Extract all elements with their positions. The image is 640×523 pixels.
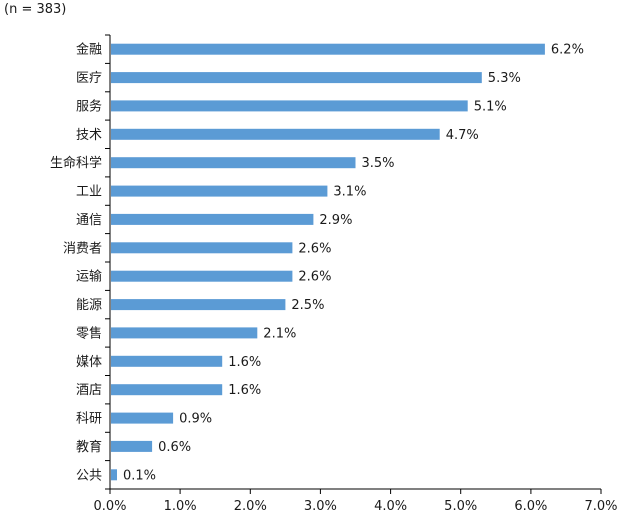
value-label-14: 0.9% (179, 412, 212, 427)
sample-size-note: (n = 383) (4, 2, 67, 17)
value-label-12: 1.6% (228, 355, 261, 370)
category-label-9: 运输 (76, 269, 102, 285)
value-label-15: 0.6% (158, 440, 191, 455)
category-label-13: 酒店 (76, 383, 102, 398)
category-label-15: 教育 (76, 439, 102, 455)
category-label-6: 工业 (76, 185, 102, 200)
bar-5 (111, 157, 356, 169)
category-label-7: 通信 (76, 213, 102, 228)
x-tick-label-6: 5.0% (444, 499, 477, 514)
category-label-14: 科研 (76, 412, 102, 427)
x-tick-label-2: 1.0% (164, 499, 197, 514)
x-tick-label-4: 3.0% (304, 499, 337, 514)
x-tick-label-7: 6.0% (514, 499, 547, 514)
value-label-7: 2.9% (319, 213, 352, 228)
bar-9 (111, 270, 293, 282)
bar-11 (111, 327, 258, 339)
bar-10 (111, 299, 286, 311)
bar-16 (111, 469, 117, 481)
category-label-3: 服务 (76, 98, 102, 114)
bar-13 (111, 384, 223, 396)
value-label-11: 2.1% (263, 326, 296, 341)
x-tick-label-1: 0.0% (93, 499, 126, 514)
bar-4 (111, 128, 440, 140)
bar-14 (111, 412, 174, 424)
x-tick-label-8: 7.0% (584, 499, 617, 514)
category-label-8: 消费者 (63, 241, 102, 256)
value-label-13: 1.6% (228, 383, 261, 398)
bar-6 (111, 185, 328, 197)
category-label-4: 技术 (76, 128, 102, 143)
value-label-8: 2.6% (298, 241, 331, 256)
value-label-3: 5.1% (474, 99, 507, 114)
value-label-5: 3.5% (362, 156, 395, 171)
bar-8 (111, 242, 293, 254)
category-label-1: 金融 (76, 42, 102, 58)
value-label-10: 2.5% (291, 298, 324, 313)
category-label-5: 生命科学 (50, 155, 102, 171)
value-label-2: 5.3% (488, 71, 521, 86)
bar-3 (111, 100, 468, 112)
value-label-9: 2.6% (298, 270, 331, 285)
bar-12 (111, 355, 223, 367)
x-tick-label-5: 4.0% (374, 499, 407, 514)
value-label-4: 4.7% (446, 128, 479, 143)
category-label-11: 零售 (76, 325, 102, 341)
bar-15 (111, 440, 153, 452)
bar-7 (111, 213, 314, 225)
category-label-10: 能源 (76, 298, 102, 313)
bar-1 (111, 43, 545, 55)
category-label-12: 媒体 (76, 355, 102, 370)
category-label-16: 公共 (76, 468, 102, 483)
value-label-1: 6.2% (551, 43, 584, 58)
x-tick-label-3: 2.0% (234, 499, 267, 514)
value-label-6: 3.1% (333, 185, 366, 200)
value-labels: 6.2% 5.3% 5.1% 4.7% 3.5% 3.1% 2.9% 2.6% 2.6% 2.5%… (123, 43, 584, 484)
bars-group (111, 43, 545, 481)
category-label-2: 医疗 (76, 71, 102, 86)
value-label-16: 0.1% (123, 468, 156, 483)
axes-group: 0.0% 1.0% 2.0% 3.0% 4.0% 5.0% 6.0% 7.0% (93, 34, 618, 514)
bar-2 (111, 72, 482, 84)
